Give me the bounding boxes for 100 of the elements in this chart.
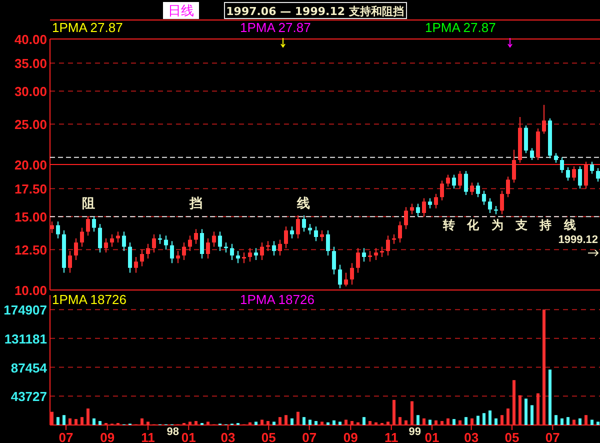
x-tick-label: 03 [220, 430, 236, 443]
candlestick [116, 231, 120, 243]
candlestick [170, 240, 174, 264]
candlestick [50, 220, 54, 234]
text: 1PMA 27.87 [425, 20, 496, 35]
candlestick [56, 220, 60, 239]
bar [500, 415, 504, 425]
candlestick [566, 166, 570, 182]
candlestick [146, 243, 150, 260]
candlestick [230, 243, 234, 261]
x-tick-label: 11 [384, 430, 398, 443]
annotation: 转 化 为 支 持 线 [442, 218, 580, 232]
candlestick [578, 166, 582, 190]
y-tick-label: 12.50 [14, 242, 47, 258]
candlestick [284, 226, 288, 249]
bar [518, 395, 522, 425]
bar [452, 419, 456, 425]
candlestick [314, 226, 318, 242]
candlestick [206, 238, 210, 260]
candlestick [212, 231, 216, 248]
x-tick-label: 05 [261, 430, 276, 443]
bar [314, 421, 318, 425]
candlestick [308, 223, 312, 235]
bar [530, 405, 534, 425]
candlestick [506, 176, 510, 198]
chart-subtitle: 日线 [168, 4, 194, 19]
x-tick-label: 11 [141, 430, 155, 443]
bar [464, 417, 468, 425]
bar [368, 421, 372, 425]
candlestick [344, 272, 348, 287]
bar [482, 413, 486, 425]
bar [68, 418, 72, 425]
candlestick [152, 234, 156, 254]
bar [434, 420, 438, 425]
candlestick [416, 203, 420, 218]
candlestick [92, 216, 96, 232]
candlestick [68, 250, 72, 274]
y-tick-label: 17.50 [14, 182, 47, 197]
annotation: 1PMA 18726 [240, 292, 314, 307]
bar [266, 421, 270, 425]
bar [374, 422, 378, 425]
x-tick-label: 03 [464, 430, 479, 443]
x-tick-label: 07 [545, 430, 560, 443]
ref-line-label: 阻 挡 线 [82, 196, 356, 212]
candlestick [560, 156, 564, 174]
bar [248, 422, 252, 425]
candlestick [434, 193, 438, 209]
y-tick-label: 174907 [4, 302, 47, 318]
bar [278, 417, 282, 425]
candlestick [302, 214, 306, 232]
candlestick [278, 239, 282, 256]
y-tick-label: 20.00 [14, 158, 47, 172]
x-tick-label: 07 [58, 430, 74, 443]
candlestick [542, 104, 546, 134]
y-tick-label: 25.00 [14, 117, 47, 132]
bar [284, 415, 288, 425]
candlestick [398, 220, 402, 243]
candlestick [362, 248, 366, 262]
bar [74, 419, 78, 425]
bar [302, 417, 306, 425]
bar [188, 422, 192, 425]
bar [590, 420, 594, 425]
bar [338, 422, 342, 425]
candlestick [482, 190, 486, 206]
text: 1PMA 27.87 [52, 20, 123, 35]
bar [260, 420, 264, 425]
candlestick [242, 252, 246, 264]
bar [296, 412, 300, 425]
y-tick-label: 40.00 [14, 32, 47, 47]
candlestick [524, 125, 528, 154]
bar [578, 418, 582, 425]
candlestick [200, 228, 204, 260]
candlestick [530, 148, 534, 161]
x-tick-label: 09 [343, 430, 358, 443]
bar [566, 417, 570, 425]
annotation: 1PMA 18726 [52, 292, 126, 307]
candlestick [74, 238, 78, 261]
bar [308, 420, 312, 425]
candlestick [338, 264, 342, 289]
candlestick [98, 223, 102, 254]
bar [476, 416, 480, 425]
bar [554, 415, 558, 425]
bar [194, 421, 198, 425]
bar [488, 410, 492, 425]
bar [356, 422, 360, 425]
bar [398, 417, 402, 425]
bar [506, 408, 510, 425]
bar [140, 418, 144, 425]
text: 98 [166, 426, 179, 438]
bar [410, 401, 414, 425]
candlestick [428, 198, 432, 209]
bar [362, 417, 366, 425]
candlestick [380, 246, 384, 258]
candlestick [584, 161, 588, 190]
bar [272, 422, 276, 425]
candlestick [128, 242, 132, 274]
candlestick [458, 170, 462, 190]
bar [392, 400, 396, 425]
bar [494, 418, 498, 425]
bar [206, 422, 210, 425]
